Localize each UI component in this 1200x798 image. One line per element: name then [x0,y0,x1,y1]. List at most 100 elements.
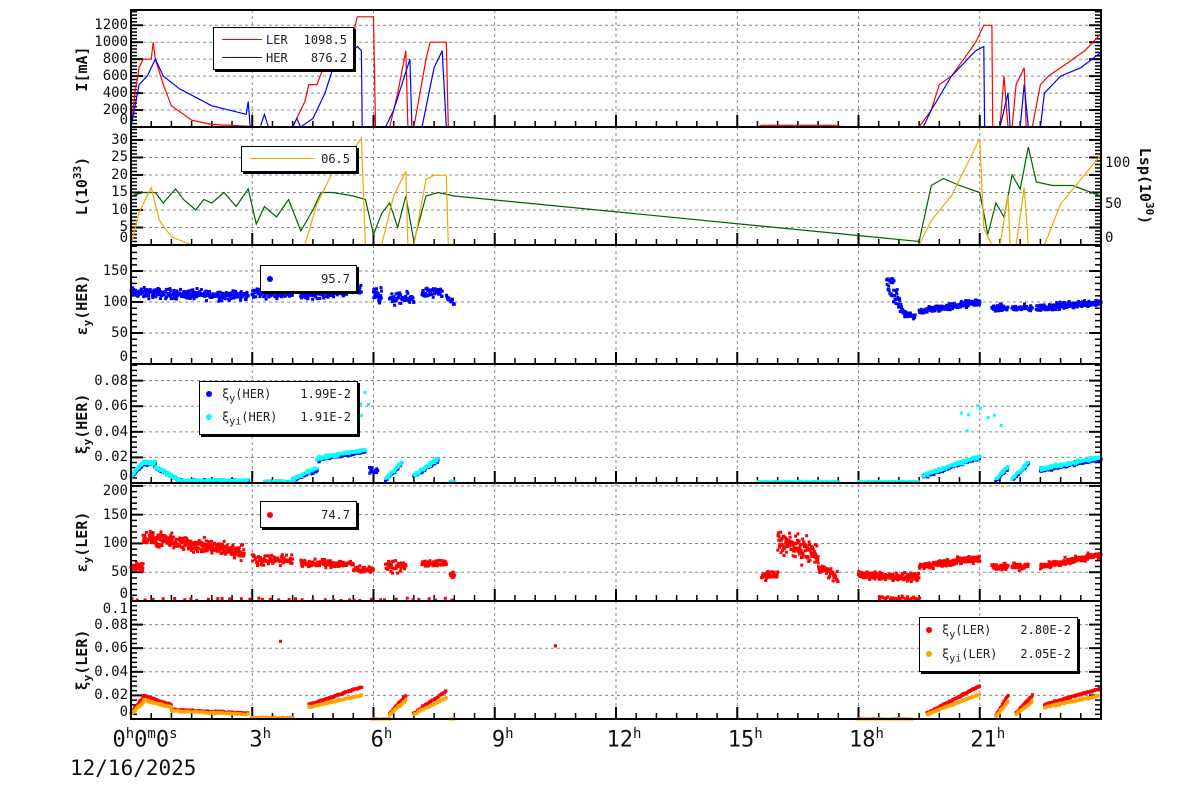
data-point [226,478,230,482]
data-point [231,544,235,548]
data-point [876,572,879,576]
data-point [1088,456,1092,460]
data-point [239,559,243,563]
data-point [900,305,903,309]
data-point [230,479,234,482]
data-point [150,541,154,545]
data-point [237,546,241,550]
data-point [305,470,309,474]
data-point [363,448,367,452]
data-point [131,286,135,290]
data-point [172,546,176,550]
data-point [836,580,840,584]
data-point [251,559,255,563]
data-point [443,596,447,600]
data-point [269,290,273,294]
data-point [887,289,891,293]
data-point [412,301,416,304]
data-point [1030,306,1034,310]
data-point [225,543,229,547]
data-point [880,571,884,575]
data-point [320,559,324,563]
data-point [777,545,781,549]
data-point [157,293,161,297]
data-point [221,544,225,547]
data-point [967,413,971,417]
data-point [918,596,922,600]
data-point [1006,305,1010,309]
data-point [817,565,820,569]
data-point [332,295,336,299]
data-point [145,541,149,545]
data-point [351,563,355,567]
data-point [433,461,437,465]
data-point [1069,561,1073,565]
data-point [440,295,444,298]
data-point [199,541,203,545]
data-point [909,571,913,575]
data-point [922,474,926,478]
data-point [230,553,234,556]
data-point [371,567,375,571]
data-point [892,279,896,283]
data-point [906,578,910,582]
data-point [172,292,176,296]
data-point [434,291,438,295]
data-point [162,293,166,297]
data-point [417,472,421,476]
data-point [159,538,163,542]
data-point [221,546,225,550]
data-point [318,564,321,568]
data-point [230,293,234,297]
data-point [1063,555,1067,559]
data-point [775,572,779,576]
data-point [158,543,162,546]
series-line-l [130,146,1102,243]
data-point [444,562,448,566]
data-point [338,564,341,568]
data-point [873,570,877,574]
data-point [359,283,363,287]
data-point [300,296,304,300]
data-point [151,533,155,537]
data-point [857,570,861,573]
data-point [805,534,809,538]
data-point [886,595,890,599]
data-point [401,564,405,568]
data-point [321,293,325,297]
data-point [331,291,334,295]
data-point [206,294,210,298]
data-point [199,550,203,554]
data-point [357,288,361,292]
data-point [203,294,207,298]
data-point [780,542,784,546]
data-point [277,598,281,602]
data-point [237,548,241,552]
data-point [207,540,211,544]
data-point [238,554,242,558]
data-point [794,542,798,546]
data-point [377,293,381,297]
data-point [393,469,397,473]
data-point [356,565,359,569]
data-point [903,315,907,319]
data-point [272,555,276,559]
data-point [828,575,832,578]
data-point [422,561,426,565]
data-point [954,303,958,307]
data-point [268,559,271,563]
data-point [779,530,783,534]
data-point [798,479,802,483]
data-point [435,459,439,463]
data-point [1026,461,1030,464]
data-point [399,462,403,466]
data-point [803,549,807,553]
data-point [397,464,401,468]
data-point [398,563,402,567]
data-point [306,468,309,472]
data-point [311,297,315,301]
data-point [157,545,161,549]
data-point [380,289,383,293]
data-point [399,293,403,297]
data-point [886,277,890,281]
